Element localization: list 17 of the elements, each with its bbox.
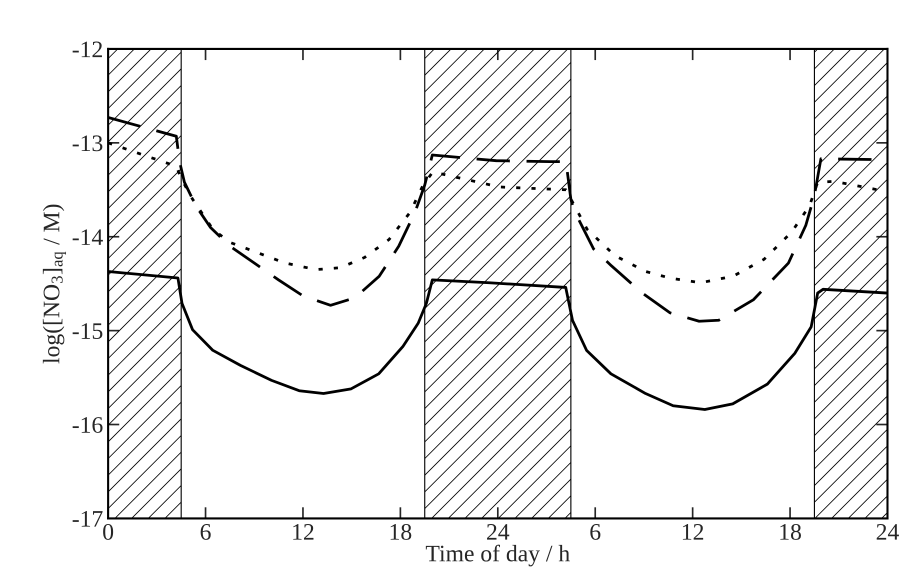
x-tick-label: 18: [390, 524, 412, 540]
x-tick-label: 12: [293, 524, 314, 540]
x-tick-label: 24: [876, 524, 899, 540]
y-tick-label: -12: [72, 42, 102, 58]
x-tick-label: 18: [780, 524, 801, 540]
x-tick-label: 24: [487, 524, 510, 540]
x-tick-label: 0: [103, 524, 114, 540]
y-tick-label: -15: [72, 323, 102, 340]
y-tick-label: -16: [72, 417, 103, 433]
x-tick-label: 12: [682, 524, 704, 540]
x-tick-label: 6: [200, 524, 211, 540]
y-axis-title: log([NO$_{3}$]$_{aq}$ / M): [42, 204, 66, 364]
y-tick-label: -17: [72, 511, 103, 527]
y-tick-label: -14: [72, 229, 103, 245]
x-axis-title: Time of day / h: [426, 544, 570, 566]
y-tick-label: -13: [72, 135, 102, 152]
x-tick-label: 6: [590, 524, 600, 540]
